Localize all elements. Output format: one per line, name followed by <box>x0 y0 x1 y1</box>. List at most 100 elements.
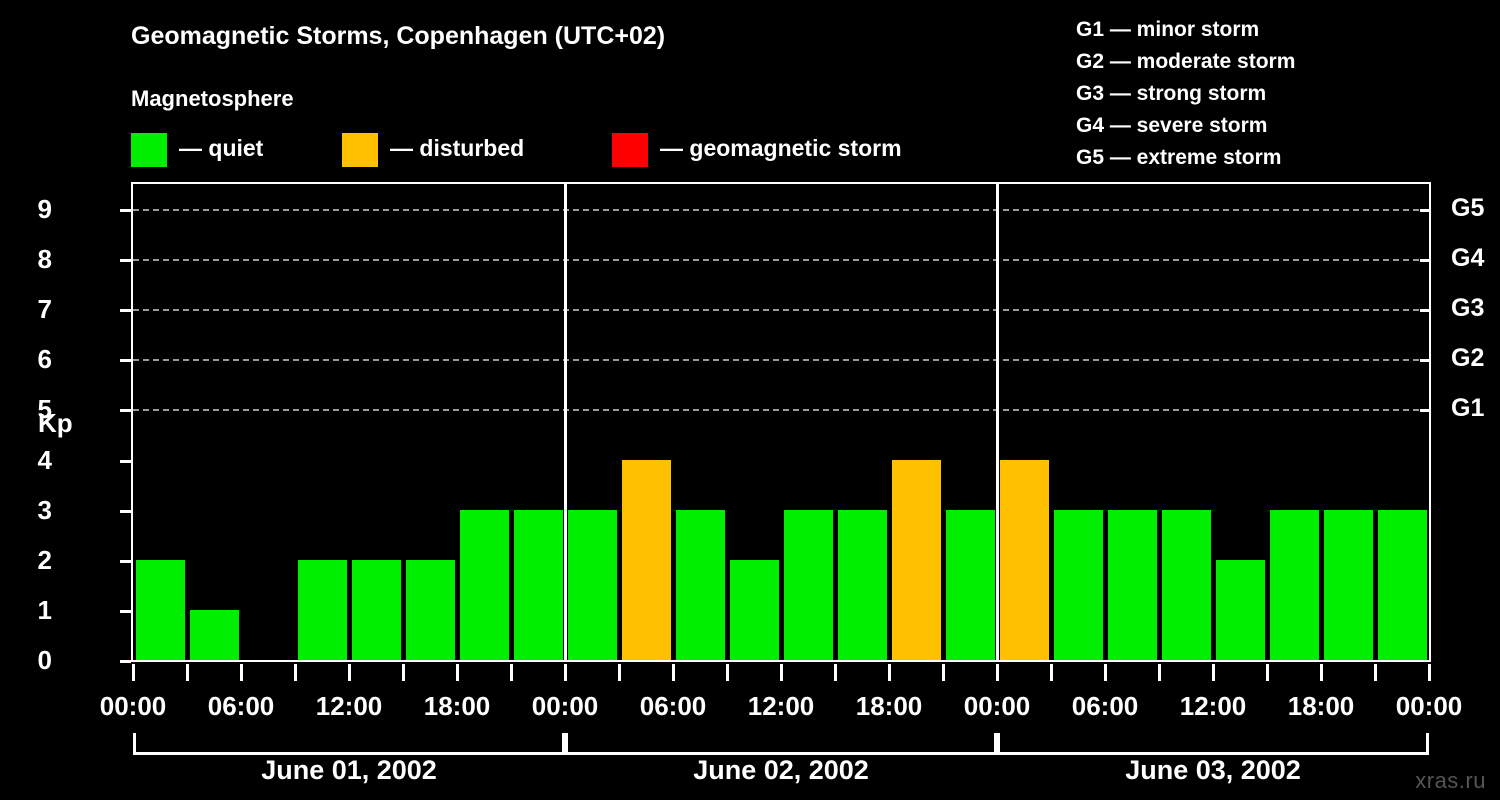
x-tick-label: 12:00 <box>315 691 383 721</box>
x-tick-label: 06:00 <box>639 691 707 721</box>
day-bracket <box>997 733 1429 755</box>
day-label: June 01, 2002 <box>261 755 437 785</box>
plot-area <box>131 182 1431 662</box>
x-tick-mark <box>1211 664 1215 681</box>
page-title: Geomagnetic Storms, Copenhagen (UTC+02) <box>131 22 666 50</box>
bar <box>837 509 887 660</box>
y-tick-label-5: 5 <box>37 394 52 425</box>
g-tick-mark-G4 <box>1420 259 1431 263</box>
bar <box>351 559 401 660</box>
bar <box>1107 509 1157 660</box>
bar <box>513 509 563 660</box>
x-tick-label: 18:00 <box>855 691 923 721</box>
x-tick-mark <box>1265 664 1269 681</box>
x-tick-mark <box>563 664 567 681</box>
x-tick-label: 12:00 <box>1179 691 1247 721</box>
x-tick-mark <box>779 664 783 681</box>
y-tick-mark-4 <box>120 459 131 463</box>
g-tick-mark-G5 <box>1420 209 1431 213</box>
bar <box>1161 509 1211 660</box>
g-legend-row-5: G5 — extreme storm <box>1076 146 1282 169</box>
bar <box>297 559 347 660</box>
bar <box>783 509 833 660</box>
day-label: June 03, 2002 <box>1125 755 1301 785</box>
x-tick-mark <box>1157 664 1161 681</box>
x-tick-label: 18:00 <box>423 691 491 721</box>
x-tick-mark <box>1319 664 1323 681</box>
x-tick-label: 12:00 <box>747 691 815 721</box>
y-tick-mark-8 <box>120 259 131 263</box>
gridline-kp-8 <box>133 259 1429 262</box>
x-tick-mark <box>995 664 999 681</box>
g-tick-label-G4: G4 <box>1451 244 1485 273</box>
legend-swatch-geomagnetic-storm <box>612 133 648 167</box>
bar <box>1215 559 1265 660</box>
g-tick-mark-G1 <box>1420 409 1431 413</box>
x-tick-mark <box>455 664 459 681</box>
y-tick-mark-7 <box>120 309 131 313</box>
legend-label-disturbed: — disturbed <box>390 135 525 161</box>
x-tick-mark <box>833 664 837 681</box>
y-tick-label-1: 1 <box>37 594 52 625</box>
bar <box>135 559 185 660</box>
y-tick-label-6: 6 <box>37 344 52 375</box>
bar <box>675 509 725 660</box>
x-tick-mark <box>1373 664 1377 681</box>
x-tick-label: 00:00 <box>1395 691 1463 721</box>
x-tick-label: 00:00 <box>531 691 599 721</box>
g-legend-row-1: G1 — minor storm <box>1076 18 1260 41</box>
day-divider <box>995 184 999 660</box>
y-tick-label-2: 2 <box>37 544 52 575</box>
x-tick-mark <box>185 664 189 681</box>
y-tick-label-3: 3 <box>37 494 52 525</box>
x-tick-mark <box>941 664 945 681</box>
g-scale-legend: G1 — minor storm G2 — moderate storm G3 — … <box>1058 14 1478 174</box>
x-tick-mark <box>1427 664 1431 681</box>
legend-label-quiet: — quiet <box>179 135 264 161</box>
day-bracket <box>565 733 997 755</box>
y-tick-mark-1 <box>120 609 131 613</box>
gridline-kp-5 <box>133 409 1429 412</box>
bar <box>459 509 509 660</box>
g-legend-row-2: G2 — moderate storm <box>1076 50 1296 73</box>
watermark: xras.ru <box>1415 768 1486 793</box>
x-tick-mark <box>1103 664 1107 681</box>
bar <box>945 509 995 660</box>
legend-swatch-disturbed <box>342 133 378 167</box>
gridline-kp-7 <box>133 309 1429 312</box>
plot-inner <box>133 184 1429 660</box>
bar <box>999 459 1049 660</box>
g-tick-label-G1: G1 <box>1451 394 1485 423</box>
bar <box>1053 509 1103 660</box>
bar <box>1269 509 1319 660</box>
x-tick-label: 18:00 <box>1287 691 1355 721</box>
gridline-kp-6 <box>133 359 1429 362</box>
g-legend-row-4: G4 — severe storm <box>1076 114 1268 137</box>
y-tick-mark-3 <box>120 509 131 513</box>
y-axis-title: Kp <box>38 408 73 438</box>
x-tick-mark <box>725 664 729 681</box>
bar <box>567 509 617 660</box>
bar <box>1323 509 1373 660</box>
x-tick-label: 00:00 <box>963 691 1031 721</box>
y-tick-mark-2 <box>120 559 131 563</box>
y-tick-mark-6 <box>120 359 131 363</box>
g-tick-label-G5: G5 <box>1451 194 1485 223</box>
x-tick-mark <box>239 664 243 681</box>
bar <box>405 559 455 660</box>
g-tick-label-G3: G3 <box>1451 294 1485 323</box>
x-tick-label: 06:00 <box>1071 691 1139 721</box>
legend-label-geomagnetic-storm: — geomagnetic storm <box>660 135 902 161</box>
y-tick-mark-9 <box>120 209 131 213</box>
bar <box>621 459 671 660</box>
y-tick-label-7: 7 <box>37 294 52 325</box>
x-tick-mark <box>293 664 297 681</box>
y-tick-mark-5 <box>120 409 131 413</box>
bar <box>729 559 779 660</box>
x-tick-mark <box>509 664 513 681</box>
day-bracket <box>133 733 565 755</box>
legend-swatch-quiet <box>131 133 167 167</box>
bar <box>189 609 239 660</box>
bar <box>891 459 941 660</box>
